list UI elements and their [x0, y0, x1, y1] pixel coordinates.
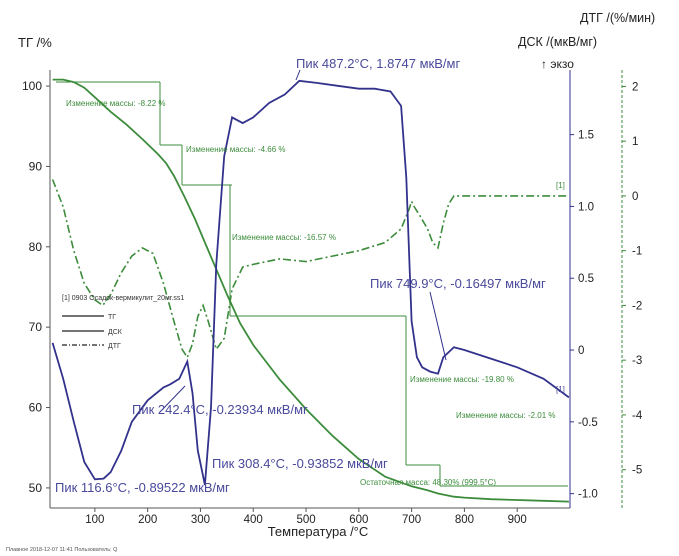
mass-change-3: Изменение массы: -16.57 % [232, 233, 336, 242]
exo-label: ↑ экзо [541, 57, 574, 71]
curve-marker-1: [1] [556, 181, 565, 190]
x-tick-label: 700 [402, 514, 421, 526]
tg-series-line [52, 78, 569, 503]
pointer-487 [295, 69, 301, 81]
tg-axis-title: ТГ /% [18, 35, 52, 50]
dsc-series-line [51, 79, 570, 486]
mass-change-4: Изменение массы: -19.80 % [410, 375, 514, 384]
dtg-tick-label: 2 [632, 81, 638, 93]
x-tick-label: 500 [296, 514, 315, 526]
dsc-axis-title: ДСК /(мкВ/мг) [518, 35, 597, 49]
x-tick-label: 800 [455, 514, 474, 526]
peak-label-116: Пик 116.6°C, -0.89522 мкВ/мг [55, 480, 230, 495]
pointer-749 [429, 291, 447, 361]
x-tick-label: 400 [244, 514, 263, 526]
x-tick-label: 300 [191, 514, 210, 526]
peak-label-749: Пик 749.9°C, -0.16497 мкВ/мг [370, 276, 546, 291]
dsc-tick-label: 1.0 [578, 201, 594, 213]
x-tick-label: 900 [508, 514, 527, 526]
dsc-tick-label: 0 [578, 345, 584, 357]
mass-change-2: Изменение массы: -4.66 % [186, 145, 286, 154]
dsc-tick-label: 1.5 [578, 130, 594, 142]
tg-tick-label: 80 [29, 240, 43, 254]
dtg-tick-label: -3 [632, 355, 642, 367]
legend-label-dtg: ДТГ [108, 343, 121, 350]
tg-tick-label: 70 [29, 320, 43, 334]
legend-label-tg: ТГ [108, 314, 116, 321]
peak-label-487: Пик 487.2°C, 1.8747 мкВ/мг [296, 56, 460, 71]
dtg-series-line [51, 179, 569, 360]
x-axis-title: Температура /°C [268, 524, 369, 539]
tg-ticks: 50 60 70 80 90 100 [22, 79, 50, 495]
dtg-ticks: -5 -4 -3 -2 -1 0 1 2 [622, 81, 643, 477]
peak-label-308: Пик 308.4°C, -0.93852 мкВ/мг [212, 456, 388, 471]
tg-tick-label: 60 [29, 401, 43, 415]
legend: [1] 0903 Осадок-вермикулит_20мг.ss1 ТГ Д… [62, 295, 184, 350]
x-ticks: 100 200 300 400 500 600 700 800 900 [85, 508, 527, 526]
dtg-tick-label: -1 [632, 246, 642, 258]
x-tick-label: 600 [349, 514, 368, 526]
peak-label-242: Пик 242.4°C, -0.23934 мкВ/мг [132, 402, 308, 417]
tg-tick-label: 50 [29, 481, 43, 495]
dsc-ticks: -1.0 -0.5 0 0.5 1.0 1.5 [570, 130, 598, 501]
dtg-tick-label: 0 [632, 191, 638, 203]
legend-file: [1] 0903 Осадок-вермикулит_20мг.ss1 [62, 295, 184, 302]
dtg-tick-label: 1 [632, 136, 638, 148]
tg-tick-label: 100 [22, 79, 42, 93]
dtg-tick-label: -4 [632, 410, 643, 422]
residual-mass: Остаточная масса: 48.30% (999.5°C) [360, 478, 496, 487]
dtg-tick-label: -5 [632, 465, 642, 477]
dsc-tick-label: 0.5 [578, 273, 594, 285]
x-tick-label: 100 [85, 514, 104, 526]
legend-label-dsc: ДСК [108, 329, 123, 336]
tg-tick-label: 90 [29, 159, 43, 173]
mass-change-5: Изменение массы: -2.01 % [456, 411, 556, 420]
annotation-guides [56, 81, 568, 487]
x-tick-label: 200 [138, 514, 157, 526]
curve-marker-2: [1] [556, 385, 565, 394]
peak-pointers [159, 69, 447, 413]
mass-change-1: Изменение массы: -8.22 % [66, 99, 166, 108]
dsc-tick-label: -1.0 [578, 489, 598, 501]
dsc-tick-label: -0.5 [578, 417, 598, 429]
pointer-242 [159, 385, 186, 413]
dtg-axis-title: ДТГ /(%/мин) [580, 11, 655, 25]
footer-meta: Плавное 2018-12-07 11:41 Пользователь: Q [6, 547, 118, 553]
dtg-tick-label: -2 [632, 300, 642, 312]
